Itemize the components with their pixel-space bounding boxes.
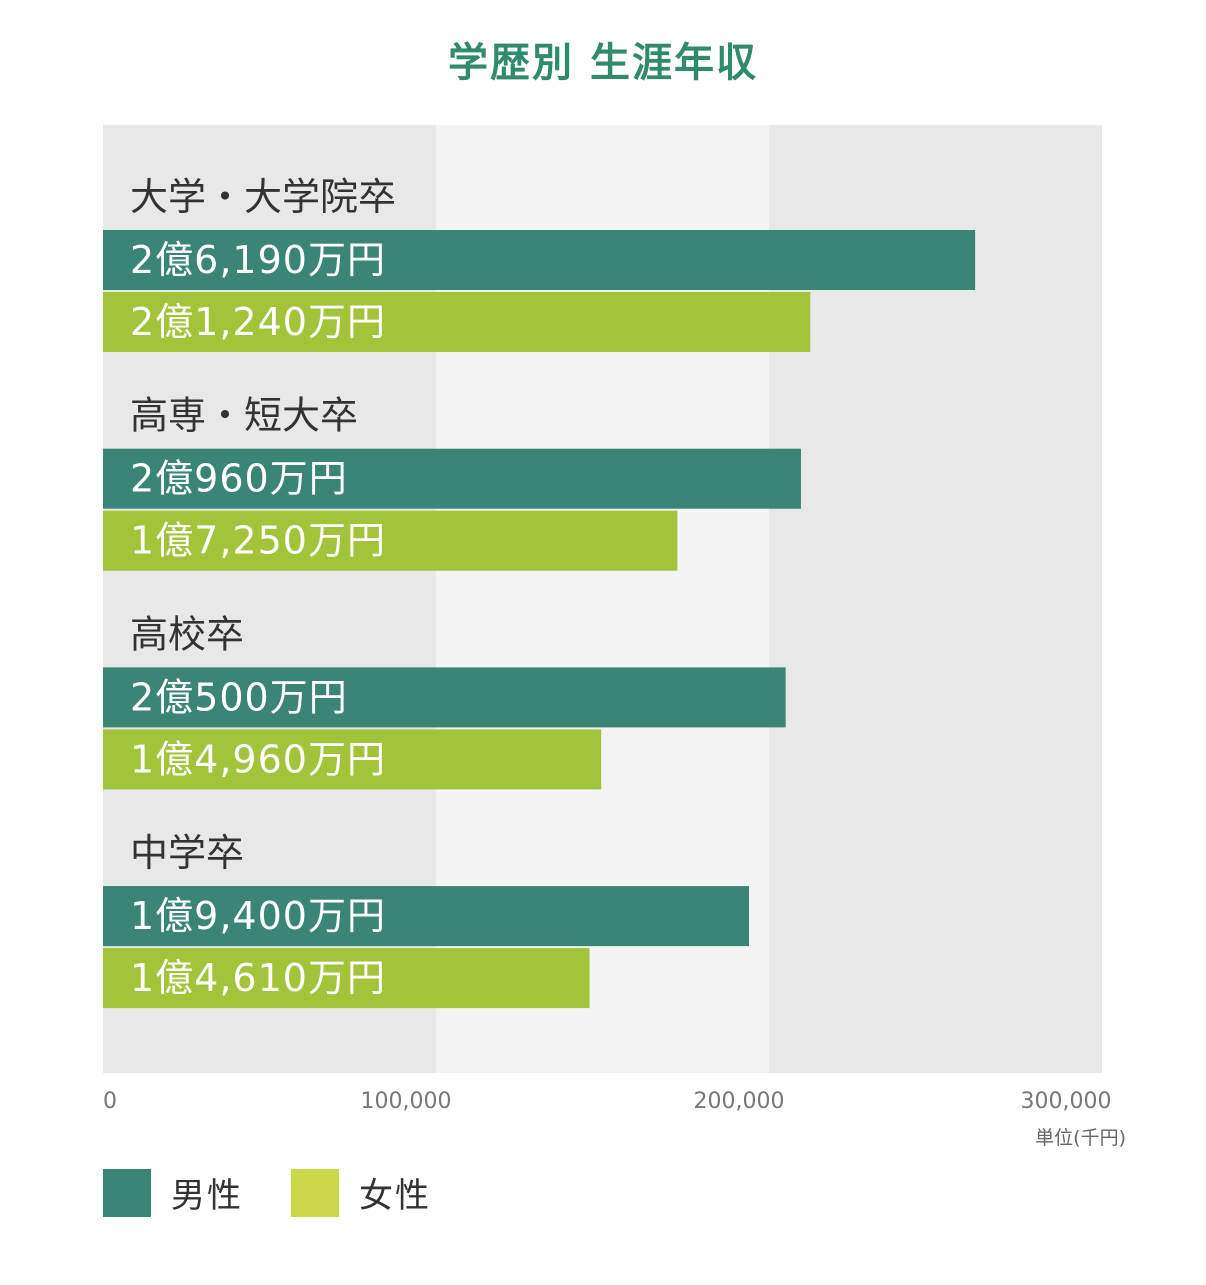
x-axis-ticks: 0 100,000 200,000 300,000 — [103, 1089, 1111, 1114]
bar-female — [103, 729, 602, 790]
bar-value-label: 1億4,610万円 — [130, 956, 386, 1000]
legend-label-female: 女性 — [359, 1176, 431, 1216]
bar-male — [103, 230, 976, 290]
bar-value-label: 2億1,240万円 — [130, 300, 386, 344]
bar-male — [103, 886, 750, 947]
legend: 男性 女性 — [103, 1168, 479, 1217]
bar-value-label: 2億6,190万円 — [130, 238, 386, 282]
legend-label-male: 男性 — [171, 1176, 243, 1216]
bar-value-label: 1億9,400万円 — [130, 894, 386, 938]
legend-item-male: 男性 — [103, 1168, 243, 1217]
x-tick-label: 100,000 — [361, 1089, 452, 1114]
x-tick-label: 300,000 — [1021, 1089, 1112, 1114]
bar-male — [103, 448, 801, 509]
legend-item-female: 女性 — [291, 1168, 431, 1217]
bar-female — [103, 510, 678, 571]
legend-swatch-male — [103, 1168, 151, 1217]
x-tick-label: 0 — [103, 1089, 117, 1114]
bar-female — [103, 292, 811, 352]
bar-female — [103, 948, 590, 1009]
legend-swatch-female — [291, 1168, 339, 1217]
x-tick-label: 200,000 — [694, 1089, 785, 1114]
unit-label: 単位(千円) — [1035, 1127, 1126, 1149]
bar-value-label: 2億500万円 — [130, 675, 348, 719]
bar-male — [103, 667, 786, 728]
category-label: 大学・大学院卒 — [130, 175, 396, 219]
category-label: 高専・短大卒 — [130, 394, 358, 438]
chart-title: 学歴別 生涯年収 — [448, 40, 758, 86]
category-label: 中学卒 — [130, 831, 244, 875]
bar-value-label: 1億4,960万円 — [130, 737, 386, 781]
category-label: 高校卒 — [130, 612, 244, 656]
bar-value-label: 2億960万円 — [130, 457, 348, 501]
bar-value-label: 1億7,250万円 — [130, 519, 386, 563]
